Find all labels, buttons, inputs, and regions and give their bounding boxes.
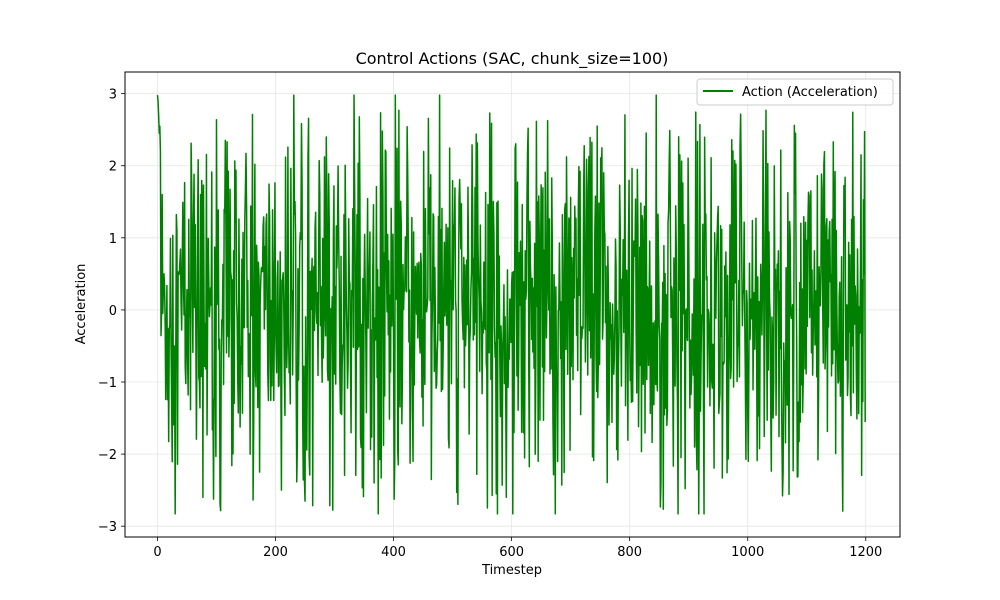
x-tick-label: 400 bbox=[381, 545, 406, 560]
axis-ticks: 0 200 400 600 800 1000 1200 −3 −2 −1 0 1 2 3 bbox=[98, 88, 882, 560]
x-tick-label: 800 bbox=[617, 545, 642, 560]
y-tick-label: 2 bbox=[109, 160, 117, 175]
y-tick-label: 3 bbox=[109, 88, 117, 103]
x-tick-label: 1000 bbox=[731, 545, 764, 560]
action-series-line bbox=[156, 94, 866, 515]
chart-title: Control Actions (SAC, chunk_size=100) bbox=[356, 49, 669, 69]
x-tick-label: 200 bbox=[263, 545, 288, 560]
plot-area-frame bbox=[124, 71, 901, 538]
x-tick-label: 1200 bbox=[849, 545, 882, 560]
legend-box bbox=[696, 78, 894, 106]
y-tick-label: 1 bbox=[109, 232, 117, 247]
x-tick-label: 600 bbox=[499, 545, 524, 560]
x-axis-label: Timestep bbox=[481, 563, 542, 578]
series-group bbox=[156, 94, 866, 515]
y-tick-label: 0 bbox=[109, 304, 117, 319]
legend: Action (Acceleration) bbox=[696, 78, 894, 106]
y-tick-label: −2 bbox=[98, 448, 117, 463]
y-tick-label: −1 bbox=[98, 376, 117, 391]
y-axis-label: Acceleration bbox=[74, 264, 89, 345]
y-tick-label: −3 bbox=[98, 520, 117, 535]
legend-label: Action (Acceleration) bbox=[742, 85, 878, 100]
x-tick-label: 0 bbox=[153, 545, 161, 560]
